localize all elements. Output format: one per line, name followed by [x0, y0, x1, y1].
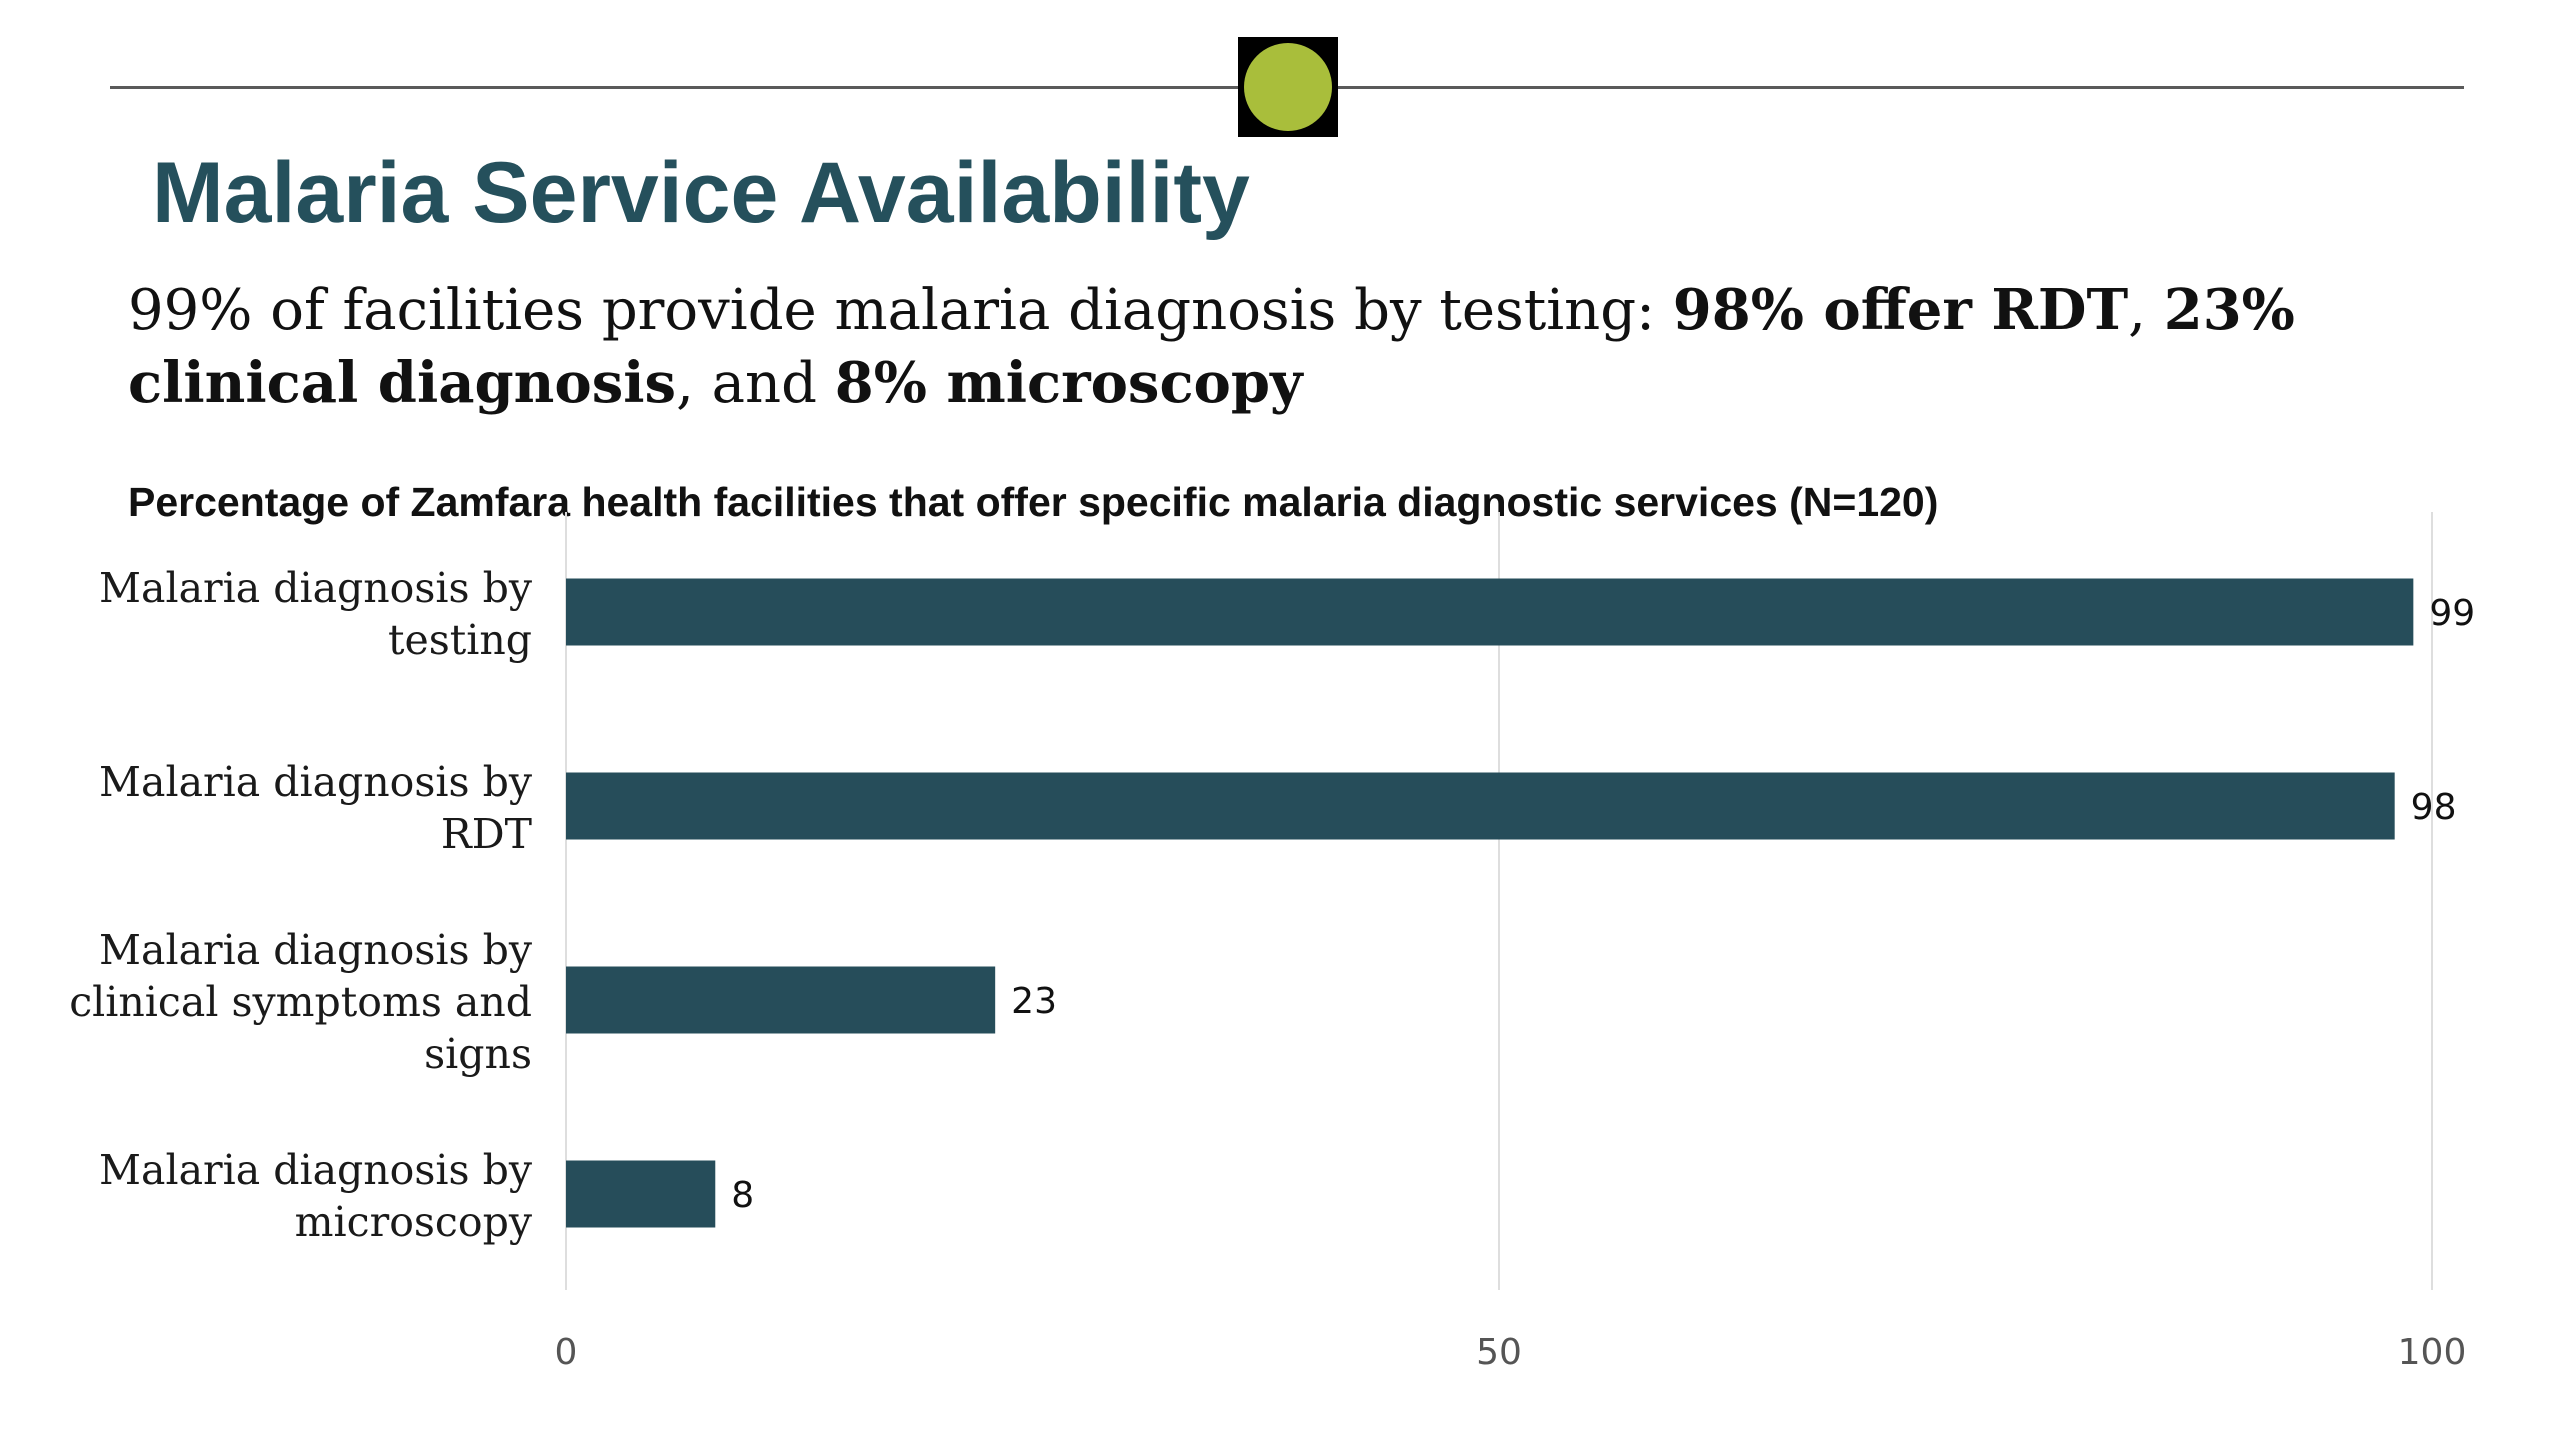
chart-title: Percentage of Zamfara health facilities …	[128, 479, 1939, 525]
category-label-line: clinical symptoms and	[69, 978, 532, 1026]
bar	[566, 1160, 716, 1228]
data-label: 8	[731, 1175, 754, 1216]
category-label: Malaria diagnosis by microscopy	[99, 1144, 532, 1248]
summary-part-2: ,	[2128, 278, 2164, 343]
summary-part-3: , and	[676, 351, 835, 416]
x-tick-label: 50	[1476, 1332, 1522, 1373]
data-labels: 99 98 23 8	[731, 593, 2475, 1216]
bar	[566, 578, 2414, 646]
summary-part-1: 99% of facilities provide malaria diagno…	[128, 278, 1673, 343]
x-tick-label: 0	[555, 1332, 578, 1373]
x-tick-label: 100	[2398, 1332, 2467, 1373]
summary-bold-microscopy: 8% microscopy	[834, 350, 1303, 416]
summary-bold-clinical: 23% clinical diagnosis	[128, 277, 2295, 416]
category-label: Malaria diagnosis by RDT	[99, 756, 532, 860]
category-label-line: RDT	[440, 810, 532, 858]
category-label-line: Malaria diagnosis by	[99, 564, 532, 612]
page-title: Malaria Service Availability	[152, 145, 1250, 241]
data-label: 98	[2411, 787, 2457, 828]
category-label-line: Malaria diagnosis by	[99, 1146, 532, 1194]
category-label-line: microscopy	[294, 1198, 532, 1246]
summary-text: 99% of facilities provide malaria diagno…	[128, 274, 2428, 420]
badge	[1238, 37, 1338, 137]
category-label: Malaria diagnosis by testing	[99, 562, 532, 666]
badge-circle-icon	[1244, 43, 1332, 131]
summary-bold-rdt: 98% offer RDT	[1672, 277, 2129, 343]
category-label-line: testing	[387, 616, 532, 664]
bar	[566, 772, 2395, 840]
bars	[566, 578, 2414, 1228]
x-axis-ticks: 0 50 100	[555, 1332, 2467, 1373]
category-label: Malaria diagnosis by clinical symptoms an…	[69, 924, 532, 1080]
bar	[566, 966, 996, 1034]
data-label: 23	[1011, 981, 1057, 1022]
data-label: 99	[2429, 593, 2475, 634]
category-label-line: Malaria diagnosis by	[99, 926, 532, 974]
category-label-line: signs	[424, 1030, 532, 1078]
category-label-line: Malaria diagnosis by	[99, 758, 532, 806]
